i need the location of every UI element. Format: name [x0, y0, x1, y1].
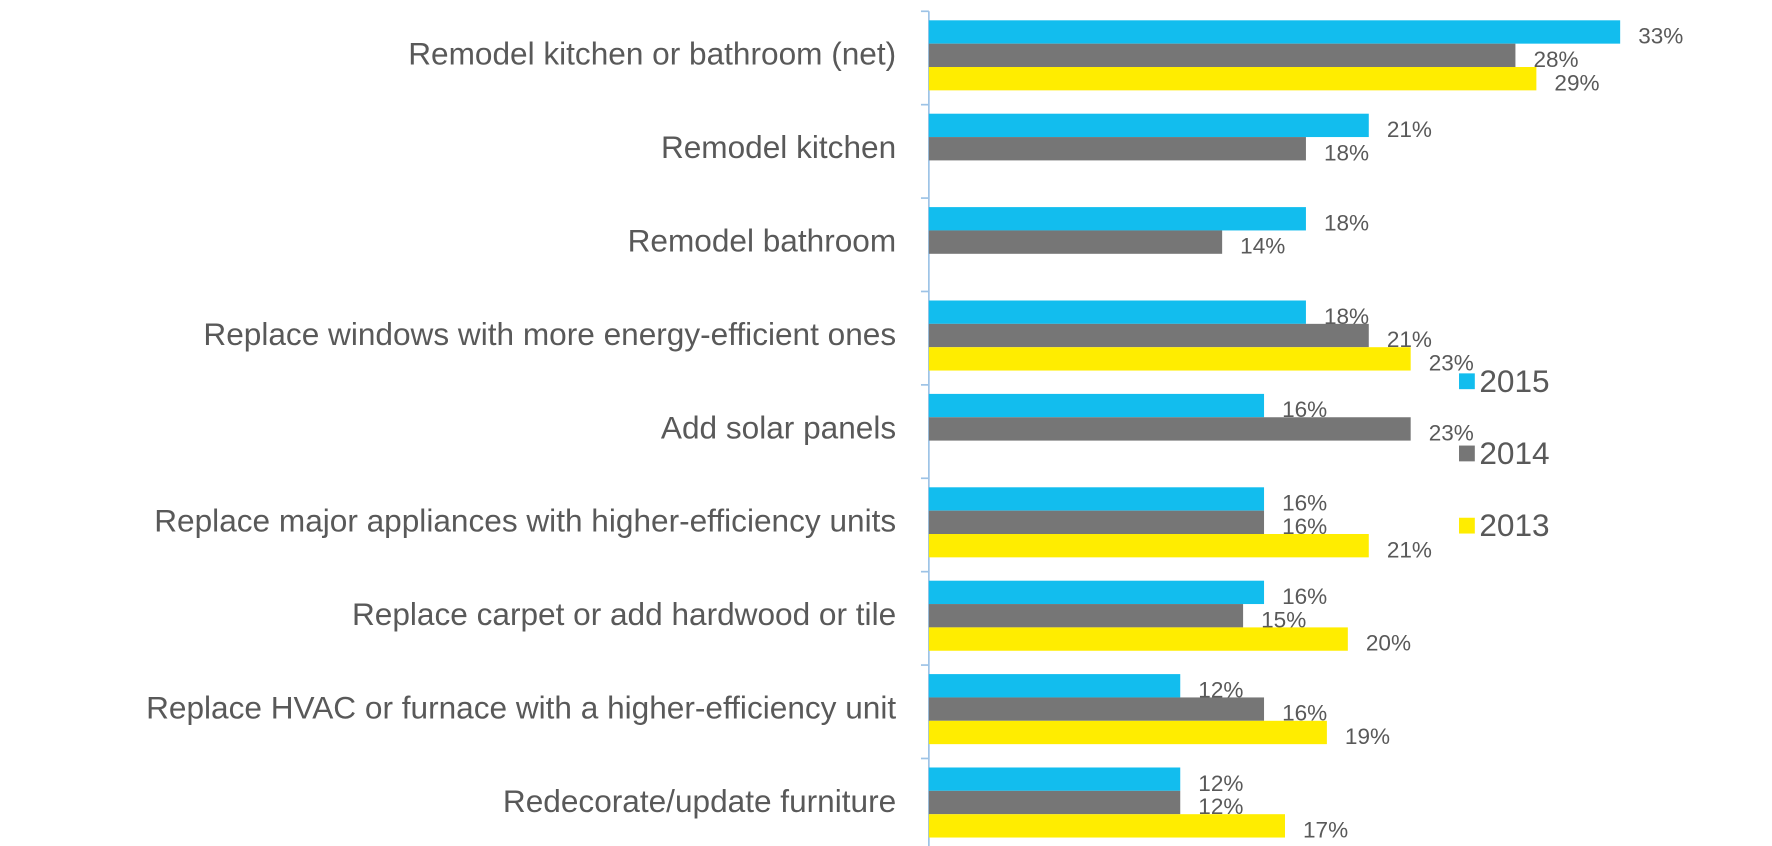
value-label: 17%: [1303, 817, 1348, 842]
bar: [928, 604, 1244, 628]
bar: [928, 300, 1306, 324]
legend-label: 2013: [1479, 507, 1549, 543]
bar: [928, 113, 1369, 138]
bar: [928, 533, 1369, 558]
legend-label: 2015: [1479, 363, 1549, 399]
bar: [928, 417, 1411, 441]
bar: [928, 20, 1621, 44]
bar: [928, 580, 1265, 605]
bar: [928, 767, 1181, 791]
bar: [928, 720, 1327, 745]
legend-swatch: [1459, 445, 1475, 462]
bar: [928, 487, 1265, 511]
bar: [928, 323, 1369, 348]
bar: [928, 67, 1537, 91]
category-label: Remodel kitchen: [661, 129, 896, 165]
value-label: 23%: [1429, 350, 1474, 375]
value-label: 12%: [1198, 771, 1243, 796]
bar: [928, 43, 1516, 68]
value-label: 19%: [1345, 724, 1390, 749]
category-label: Replace carpet or add hardwood or tile: [352, 596, 896, 632]
value-label: 18%: [1324, 140, 1369, 165]
bar: [928, 814, 1285, 838]
value-label: 14%: [1240, 234, 1285, 259]
value-label: 21%: [1387, 117, 1432, 142]
value-label: 21%: [1387, 537, 1432, 562]
category-label: Add solar panels: [661, 409, 896, 445]
value-label: 28%: [1533, 47, 1578, 72]
category-label: Redecorate/update furniture: [503, 783, 896, 819]
bar: [928, 627, 1348, 651]
bar: [928, 393, 1265, 418]
value-label: 23%: [1429, 421, 1474, 446]
bar: [928, 697, 1265, 721]
value-label: 29%: [1554, 70, 1599, 95]
bar: [928, 347, 1411, 371]
bar: [928, 137, 1306, 161]
bar: [928, 207, 1306, 231]
value-label: 18%: [1324, 210, 1369, 235]
bar: [928, 230, 1223, 254]
category-label: Remodel kitchen or bathroom (net): [408, 36, 896, 72]
value-label: 16%: [1282, 491, 1327, 516]
category-label: Replace HVAC or furnace with a higher-ef…: [146, 690, 896, 726]
category-label: Remodel bathroom: [628, 223, 897, 259]
value-label: 16%: [1282, 584, 1327, 609]
bar: [928, 674, 1181, 698]
value-label: 20%: [1366, 631, 1411, 656]
legend-swatch: [1459, 517, 1475, 534]
legend-label: 2014: [1479, 435, 1549, 471]
category-label: Replace windows with more energy-efficie…: [203, 316, 896, 352]
value-label: 33%: [1638, 24, 1683, 49]
bar: [928, 510, 1265, 534]
category-label: Replace major appliances with higher-eff…: [154, 503, 896, 539]
legend-swatch: [1459, 373, 1475, 390]
bar: [928, 790, 1181, 815]
